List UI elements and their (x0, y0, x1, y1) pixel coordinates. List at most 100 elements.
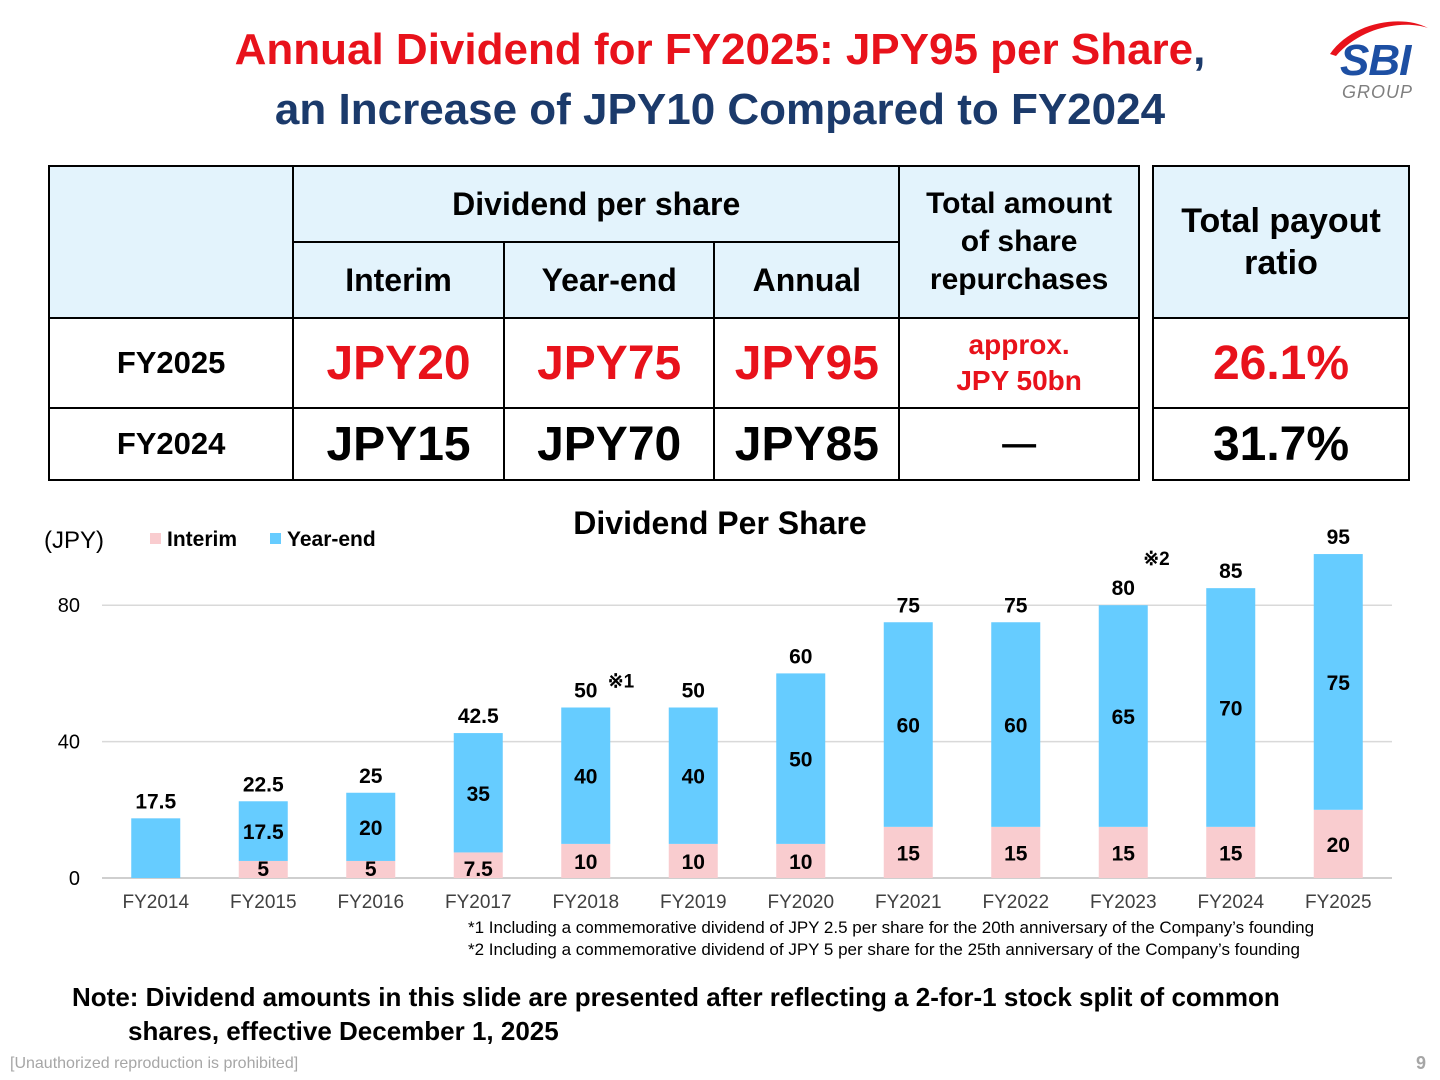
data-label-interim: 20 (1327, 834, 1350, 857)
data-label-total: 60 (789, 645, 812, 668)
data-label-interim: 15 (897, 842, 921, 865)
x-tick-label: FY2018 (552, 892, 619, 913)
data-label-total: 17.5 (135, 790, 176, 813)
interim-header: Interim (292, 241, 505, 319)
data-label-year-end: 40 (574, 766, 597, 789)
dividend-chart: 0 40 80 (JPY) Dividend Per Share Interim Year-… (44, 505, 1392, 913)
x-tick-label: FY2015 (230, 892, 297, 913)
payout-fy2024: 31.7% (1152, 407, 1410, 481)
fy2024-repurchase: ― (898, 407, 1140, 481)
annual-header: Annual (713, 241, 901, 319)
data-label-total: 22.5 (243, 773, 284, 796)
data-label-interim: 10 (682, 851, 705, 874)
slide-title-line1: Annual Dividend for FY2025: JPY95 per Sh… (0, 22, 1440, 78)
bar-year-end (668, 707, 718, 844)
data-label-year-end: 60 (1004, 715, 1027, 738)
logo-sbi-text: SBI (1340, 36, 1411, 85)
data-label-total: 85 (1219, 560, 1243, 583)
payout-table: Total payout ratio 26.1% 31.7% (1152, 165, 1410, 481)
payout-header: Total payout ratio (1152, 165, 1410, 319)
x-tick-label: FY2022 (982, 892, 1049, 913)
fy2025-annual: JPY95 (713, 317, 901, 409)
fy2025-repurchase-line2: JPY 50bn (956, 365, 1082, 396)
data-label-total: 50 (574, 680, 597, 703)
bar-year-end (1313, 554, 1363, 810)
x-tick-label: FY2019 (660, 892, 727, 913)
data-label-year-end: 50 (789, 749, 812, 772)
bar-year-end (991, 622, 1041, 827)
data-label-total: 80 (1112, 577, 1135, 600)
bar-year-end (346, 792, 396, 861)
fy2024-yearend: JPY70 (502, 407, 716, 481)
bar-interim (1206, 826, 1256, 878)
legend-label-year-end: Year-end (287, 528, 376, 551)
data-label-year-end: 40 (682, 766, 705, 789)
y-tick-label: 40 (58, 732, 80, 754)
bar-interim (346, 860, 396, 878)
x-tick-label: FY2020 (767, 892, 834, 913)
bar-interim (776, 843, 826, 878)
slide-title-line2: an Increase of JPY10 Compared to FY2024 (274, 85, 1166, 134)
note-line1: Note: Dividend amounts in this slide are… (72, 982, 1280, 1012)
data-label-interim: 15 (1004, 842, 1028, 865)
x-tick-label: FY2014 (122, 892, 189, 913)
fy2025-yearend: JPY75 (502, 317, 716, 409)
data-label-total: 25 (359, 765, 383, 788)
data-label-total: 42.5 (458, 705, 499, 728)
bar-year-end (776, 673, 826, 844)
bar-interim (561, 843, 611, 878)
title-line1-comma: , (1193, 25, 1206, 74)
logo-group-text: GROUP (1342, 82, 1414, 102)
fy2025-interim: JPY20 (292, 317, 505, 409)
data-label-total: 75 (1004, 594, 1028, 617)
data-label-interim: 10 (574, 851, 597, 874)
bar-interim (238, 860, 288, 878)
dividend-per-share-header: Dividend per share (292, 165, 901, 243)
bar-year-end (238, 801, 288, 861)
sbi-group-logo: SBI GROUP (1322, 14, 1432, 104)
table-corner-cell (47, 165, 295, 319)
data-label-year-end: 75 (1327, 672, 1351, 695)
fy2024-annual: JPY85 (713, 407, 901, 481)
data-label-year-end: 35 (467, 783, 491, 806)
bar-year-end (1206, 588, 1256, 827)
data-label-year-end: 17.5 (243, 821, 284, 844)
fy2024-interim: JPY15 (292, 407, 505, 481)
dividend-table: Dividend per share Total amount of share… (47, 165, 1140, 481)
legend-label-interim: Interim (167, 528, 237, 551)
bar-interim (883, 826, 933, 878)
data-label-year-end: 70 (1219, 698, 1242, 721)
legend-swatch-year-end (270, 533, 281, 544)
chart-title: Dividend Per Share (573, 505, 866, 541)
data-label-interim: 15 (1112, 842, 1136, 865)
x-tick-label: FY2025 (1305, 892, 1372, 913)
yearend-header: Year-end (502, 241, 716, 319)
x-tick-label: FY2021 (875, 892, 942, 913)
bar-interim (453, 852, 503, 878)
page-number: 9 (1415, 1053, 1426, 1073)
annotation-mark: ※1 (608, 672, 635, 693)
legend-swatch-interim (150, 533, 161, 544)
footnote-2: *2 Including a commemorative dividend of… (468, 940, 1300, 959)
bar-interim (668, 843, 718, 878)
x-tick-label: FY2024 (1197, 892, 1264, 913)
bar-year-end (883, 622, 933, 827)
copyright-text: [Unauthorized reproduction is prohibited… (10, 1055, 299, 1072)
data-label-interim: 5 (257, 858, 269, 881)
x-tick-label: FY2023 (1090, 892, 1157, 913)
note-line2: shares, effective December 1, 2025 (128, 1016, 559, 1046)
data-label-year-end: 60 (897, 715, 920, 738)
data-label-year-end: 65 (1112, 706, 1136, 729)
data-label-interim: 10 (789, 851, 812, 874)
repurchase-header: Total amount of share repurchases (898, 165, 1140, 319)
data-label-interim: 7.5 (464, 858, 494, 881)
row-year-fy2024: FY2024 (47, 407, 295, 481)
bar-year-end (131, 818, 181, 878)
annotation-mark: ※2 (1143, 549, 1170, 570)
data-label-interim: 15 (1219, 842, 1243, 865)
x-tick-label: FY2017 (445, 892, 512, 913)
data-label-year-end: 20 (359, 817, 382, 840)
bar-interim (991, 826, 1041, 878)
data-label-total: 95 (1327, 526, 1351, 549)
row-year-fy2025: FY2025 (47, 317, 295, 409)
